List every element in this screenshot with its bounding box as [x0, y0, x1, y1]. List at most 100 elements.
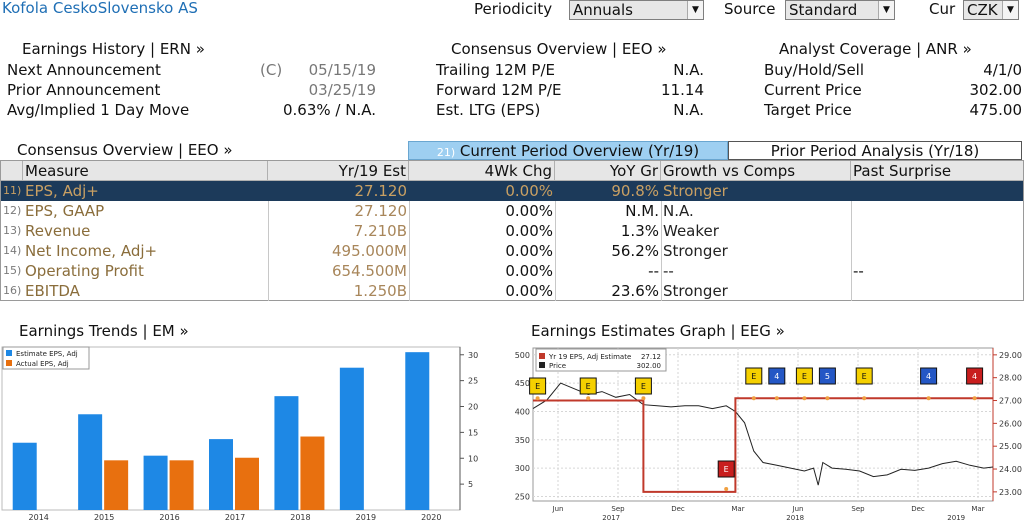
event-dot	[641, 396, 646, 401]
x-tick-label: Sep	[611, 505, 625, 513]
measure-cell: EPS, GAAP	[25, 202, 105, 220]
column-divider	[555, 181, 556, 301]
currency-select[interactable]: CZK ▼	[963, 0, 1019, 20]
earnings-estimates-link[interactable]: Earnings Estimates Graph | EEG »	[531, 322, 785, 340]
column-divider	[661, 181, 662, 301]
right-tick-label: 24.00	[999, 465, 1022, 474]
left-tick-label: 400	[515, 407, 530, 416]
change-cell: 0.00%	[505, 222, 553, 240]
source-select[interactable]: Standard ▼	[785, 0, 895, 20]
periodicity-label: Periodicity	[474, 0, 553, 18]
measure-cell: Net Income, Adj+	[25, 242, 158, 260]
event-marker-label: E	[862, 372, 867, 381]
row-number: 15)	[3, 264, 22, 277]
periodicity-value: Annuals	[573, 1, 633, 19]
legend-label-price: Price	[549, 362, 566, 370]
tab-current-number: 21)	[436, 146, 456, 159]
surprise-cell: --	[853, 262, 864, 280]
event-marker	[717, 460, 735, 478]
row-number: 14)	[3, 244, 22, 257]
tab-current-label: Current Period Overview (Yr/19)	[459, 142, 700, 160]
column-header-estimate[interactable]: Yr/19 Est	[268, 161, 409, 181]
tab-prior-label: Prior Period Analysis (Yr/18)	[770, 142, 980, 160]
row-number: 12)	[3, 204, 22, 217]
column-header-past-surprise[interactable]: Past Surprise	[851, 161, 1023, 181]
column-header-yoy-growth[interactable]: YoY Gr	[555, 161, 661, 181]
x-tick-label: Mar	[731, 505, 744, 513]
earnings-trends-link[interactable]: Earnings Trends | EM »	[19, 322, 189, 340]
table-row[interactable]: 11) EPS, Adj+ 27.120 0.00% 90.8% Stronger	[1, 181, 1023, 201]
event-dot	[535, 396, 540, 401]
column-header-growth-vs-comps[interactable]: Growth vs Comps	[661, 161, 851, 181]
event-dot	[802, 396, 807, 401]
legend-value-eps: 27.12	[641, 353, 661, 361]
measure-cell: Revenue	[25, 222, 91, 240]
measure-cell: EBITDA	[25, 282, 80, 300]
legend-box	[535, 348, 667, 372]
event-marker	[529, 377, 547, 395]
event-dot	[862, 396, 867, 401]
earnings-estimates-chart: 250 300 350 400 450 500 23.00 24.00 25.00 26.00 27…	[515, 347, 1022, 522]
estimate-bar	[339, 367, 364, 510]
estimate-bar	[78, 414, 103, 510]
legend-box	[2, 346, 90, 370]
estimate-cell: 27.120	[354, 202, 408, 220]
x-tick-label: 2019	[356, 513, 376, 522]
table-row[interactable]: 13) Revenue 7.210B 0.00% 1.3% Weaker	[1, 221, 1023, 241]
table-row[interactable]: 12) EPS, GAAP 27.120 0.00% N.M. N.A.	[1, 201, 1023, 221]
yoy-cell: N.M.	[625, 202, 659, 220]
table-row[interactable]: 14) Net Income, Adj+ 495.000M 0.00% 56.2% Str…	[1, 241, 1023, 261]
legend-swatch-actual	[6, 360, 12, 366]
analyst-coverage-link[interactable]: Analyst Coverage | ANR »	[779, 40, 972, 58]
tab-prior-period[interactable]: Prior Period Analysis (Yr/18)	[728, 141, 1022, 160]
consensus-table-link[interactable]: Consensus Overview | EEO »	[17, 141, 233, 159]
earnings-history-link[interactable]: Earnings History | ERN »	[22, 40, 205, 58]
change-cell: 0.00%	[505, 282, 553, 300]
column-header-4wk-change[interactable]: 4Wk Chg	[409, 161, 555, 181]
change-cell: 0.00%	[505, 202, 553, 220]
x-tick-label: Jun	[552, 505, 564, 513]
growth-cell: Stronger	[663, 182, 728, 200]
table-row[interactable]: 15) Operating Profit 654.500M 0.00% -- -- --	[1, 261, 1023, 281]
change-cell: 0.00%	[505, 262, 553, 280]
next-announcement-label: Next Announcement	[7, 61, 161, 79]
event-marker	[920, 367, 938, 385]
prior-announcement-label: Prior Announcement	[7, 81, 161, 99]
column-divider	[409, 181, 410, 301]
tab-current-period[interactable]: 21) Current Period Overview (Yr/19)	[408, 141, 728, 160]
trailing-pe-label: Trailing 12M P/E	[436, 61, 555, 79]
yoy-cell: 23.6%	[611, 282, 659, 300]
legend-label-actual: Actual EPS, Adj	[16, 360, 69, 368]
event-marker-label: E	[802, 372, 807, 381]
surprise-cell	[851, 221, 1023, 241]
event-dot	[774, 396, 779, 401]
currency-value: CZK	[967, 1, 998, 19]
right-tick-label: 23.00	[999, 488, 1022, 497]
periodicity-select[interactable]: Annuals ▼	[569, 0, 704, 20]
row-number: 11)	[3, 184, 22, 197]
x-tick-label: 2018	[290, 513, 310, 522]
event-marker-label: 4	[926, 372, 931, 381]
x-year-label: 2018	[786, 514, 804, 522]
event-marker-label: 5	[825, 372, 830, 381]
buy-hold-sell-label: Buy/Hold/Sell	[764, 61, 865, 79]
actual-bar	[104, 460, 129, 510]
event-marker	[634, 377, 652, 395]
x-year-label: 2017	[602, 514, 620, 522]
consensus-overview-link[interactable]: Consensus Overview | EEO »	[451, 40, 667, 58]
est-ltg-value: N.A.	[673, 101, 704, 119]
left-tick-label: 250	[515, 492, 530, 501]
yoy-cell: --	[648, 262, 659, 280]
price-line	[532, 382, 994, 486]
left-tick-label: 300	[515, 464, 530, 473]
plot-area	[532, 347, 994, 502]
actual-bar	[235, 457, 259, 510]
table-row[interactable]: 16) EBITDA 1.250B 0.00% 23.6% Stronger	[1, 281, 1023, 301]
x-tick-label: 2020	[421, 513, 441, 522]
event-marker	[579, 377, 597, 395]
x-tick-label: 2016	[159, 513, 179, 522]
column-header-measure[interactable]: Measure	[23, 161, 268, 181]
estimate-cell: 654.500M	[332, 262, 407, 280]
actual-bar	[169, 460, 194, 510]
column-divider	[268, 181, 269, 301]
